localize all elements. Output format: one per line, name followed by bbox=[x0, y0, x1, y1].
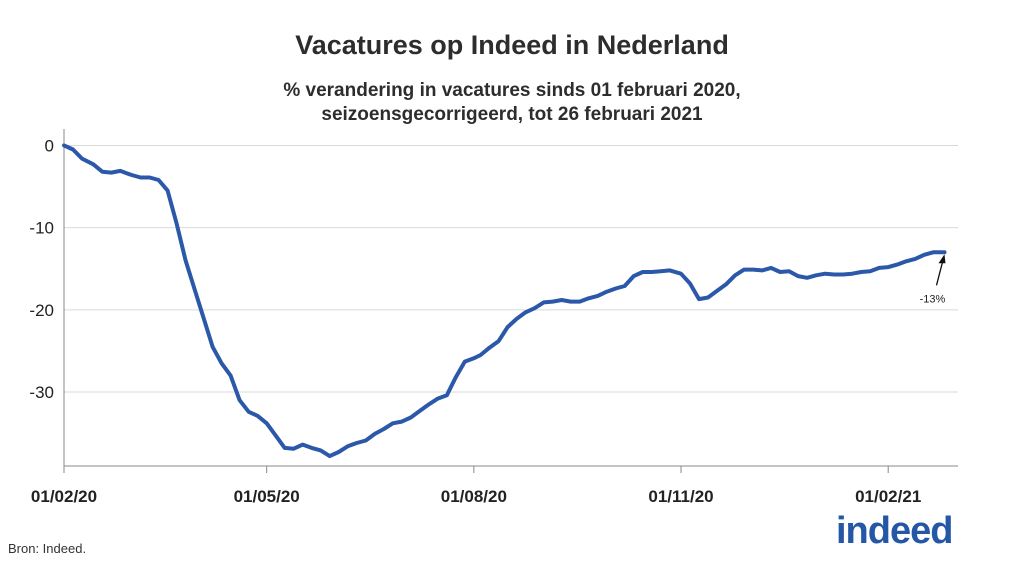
chart-subtitle-line-1: % verandering in vacatures sinds 01 febr… bbox=[283, 80, 741, 101]
axes: 0 -10 -20 -30 01/02/20 01/05/20 01/08/20 01/11/… bbox=[29, 129, 958, 506]
x-tick-label: 01/02/21 bbox=[855, 487, 921, 506]
x-tick-label: 01/08/20 bbox=[441, 487, 507, 506]
series-line-0 bbox=[62, 143, 947, 459]
source-note: Bron: Indeed. bbox=[8, 541, 87, 556]
chart-title: Vacatures op Indeed in Nederland bbox=[295, 30, 729, 60]
gridlines bbox=[64, 144, 958, 393]
annotation-arrow-head bbox=[938, 254, 946, 264]
y-tick-label: -20 bbox=[29, 301, 54, 320]
y-tick-label: -10 bbox=[29, 219, 54, 238]
indeed-logo: indeed bbox=[836, 510, 953, 552]
annotation: -13% bbox=[920, 254, 946, 305]
y-tick-label: -30 bbox=[29, 383, 54, 402]
x-tick-label: 01/11/20 bbox=[648, 487, 713, 506]
series-layer bbox=[62, 143, 947, 459]
y-tick-label: 0 bbox=[45, 136, 54, 155]
x-tick-label: 01/05/20 bbox=[234, 487, 300, 506]
x-tick-label: 01/02/20 bbox=[31, 487, 97, 506]
chart-subtitle-line-2: seizoensgecorrigeerd, tot 26 februari 20… bbox=[321, 104, 703, 125]
annotation-label: -13% bbox=[920, 293, 946, 305]
